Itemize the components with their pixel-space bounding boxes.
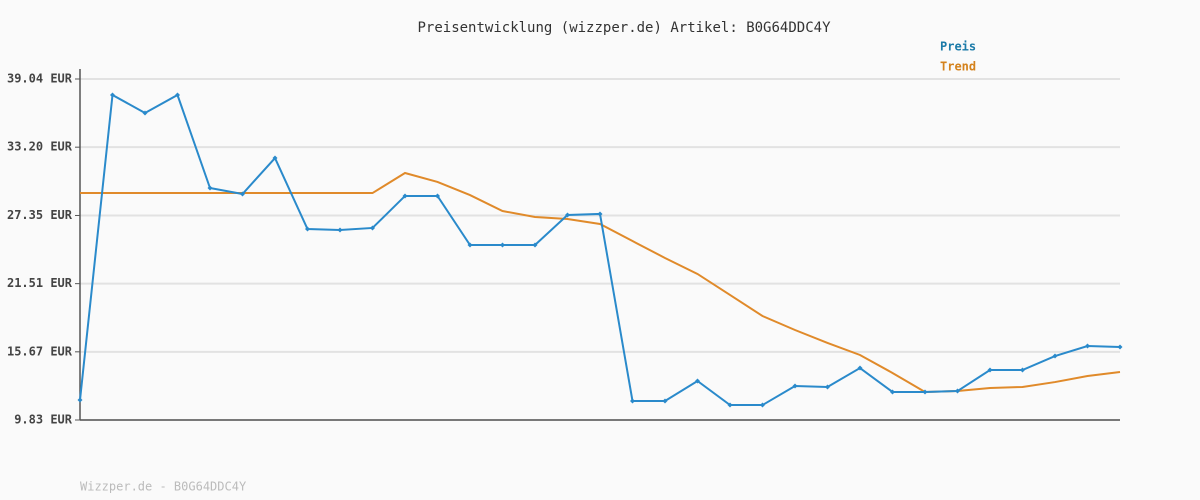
point-marker xyxy=(500,242,505,248)
series-line xyxy=(80,171,1121,393)
y-tick-label: 27.35 EUR xyxy=(7,208,73,222)
point-marker xyxy=(435,193,440,199)
point-marker xyxy=(565,212,570,218)
legend-label: Trend xyxy=(940,60,976,74)
point-marker xyxy=(1052,353,1058,359)
point-marker xyxy=(272,155,278,161)
point-marker xyxy=(370,225,375,231)
point-marker xyxy=(337,227,343,233)
point-marker xyxy=(922,389,928,395)
point-marker xyxy=(1117,344,1123,350)
point-marker xyxy=(727,402,733,408)
point-marker xyxy=(77,397,83,403)
point-marker xyxy=(305,226,310,232)
point-marker xyxy=(857,365,863,371)
y-tick-label: 9.83 EUR xyxy=(14,413,73,427)
point-marker xyxy=(695,378,700,384)
point-marker xyxy=(110,92,115,98)
point-marker xyxy=(532,242,538,248)
point-marker xyxy=(240,191,245,197)
point-marker xyxy=(402,193,408,199)
point-marker xyxy=(760,402,765,408)
point-marker xyxy=(792,383,798,389)
point-marker xyxy=(175,92,180,98)
point-marker xyxy=(987,367,993,373)
point-marker xyxy=(630,398,635,404)
y-tick-label: 39.04 EUR xyxy=(7,72,73,86)
chart-title: Preisentwicklung (wizzper.de) Artikel: B… xyxy=(417,20,831,36)
series-line xyxy=(79,93,1121,407)
point-marker xyxy=(207,185,213,191)
legend-label: Preis xyxy=(940,40,976,54)
point-marker xyxy=(467,242,473,248)
point-marker xyxy=(662,398,668,404)
y-tick-label: 21.51 EUR xyxy=(7,276,73,290)
point-marker xyxy=(890,389,895,395)
point-marker xyxy=(142,110,148,116)
y-tick-label: 33.20 EUR xyxy=(7,140,73,154)
point-marker xyxy=(1020,367,1025,373)
point-marker xyxy=(597,211,603,217)
y-tick-label: 15.67 EUR xyxy=(7,344,73,358)
footer: Wizzper.de - B0G64DDC4Y xyxy=(80,480,247,494)
point-marker xyxy=(825,384,830,390)
point-marker xyxy=(1085,343,1090,349)
point-marker xyxy=(955,388,960,394)
